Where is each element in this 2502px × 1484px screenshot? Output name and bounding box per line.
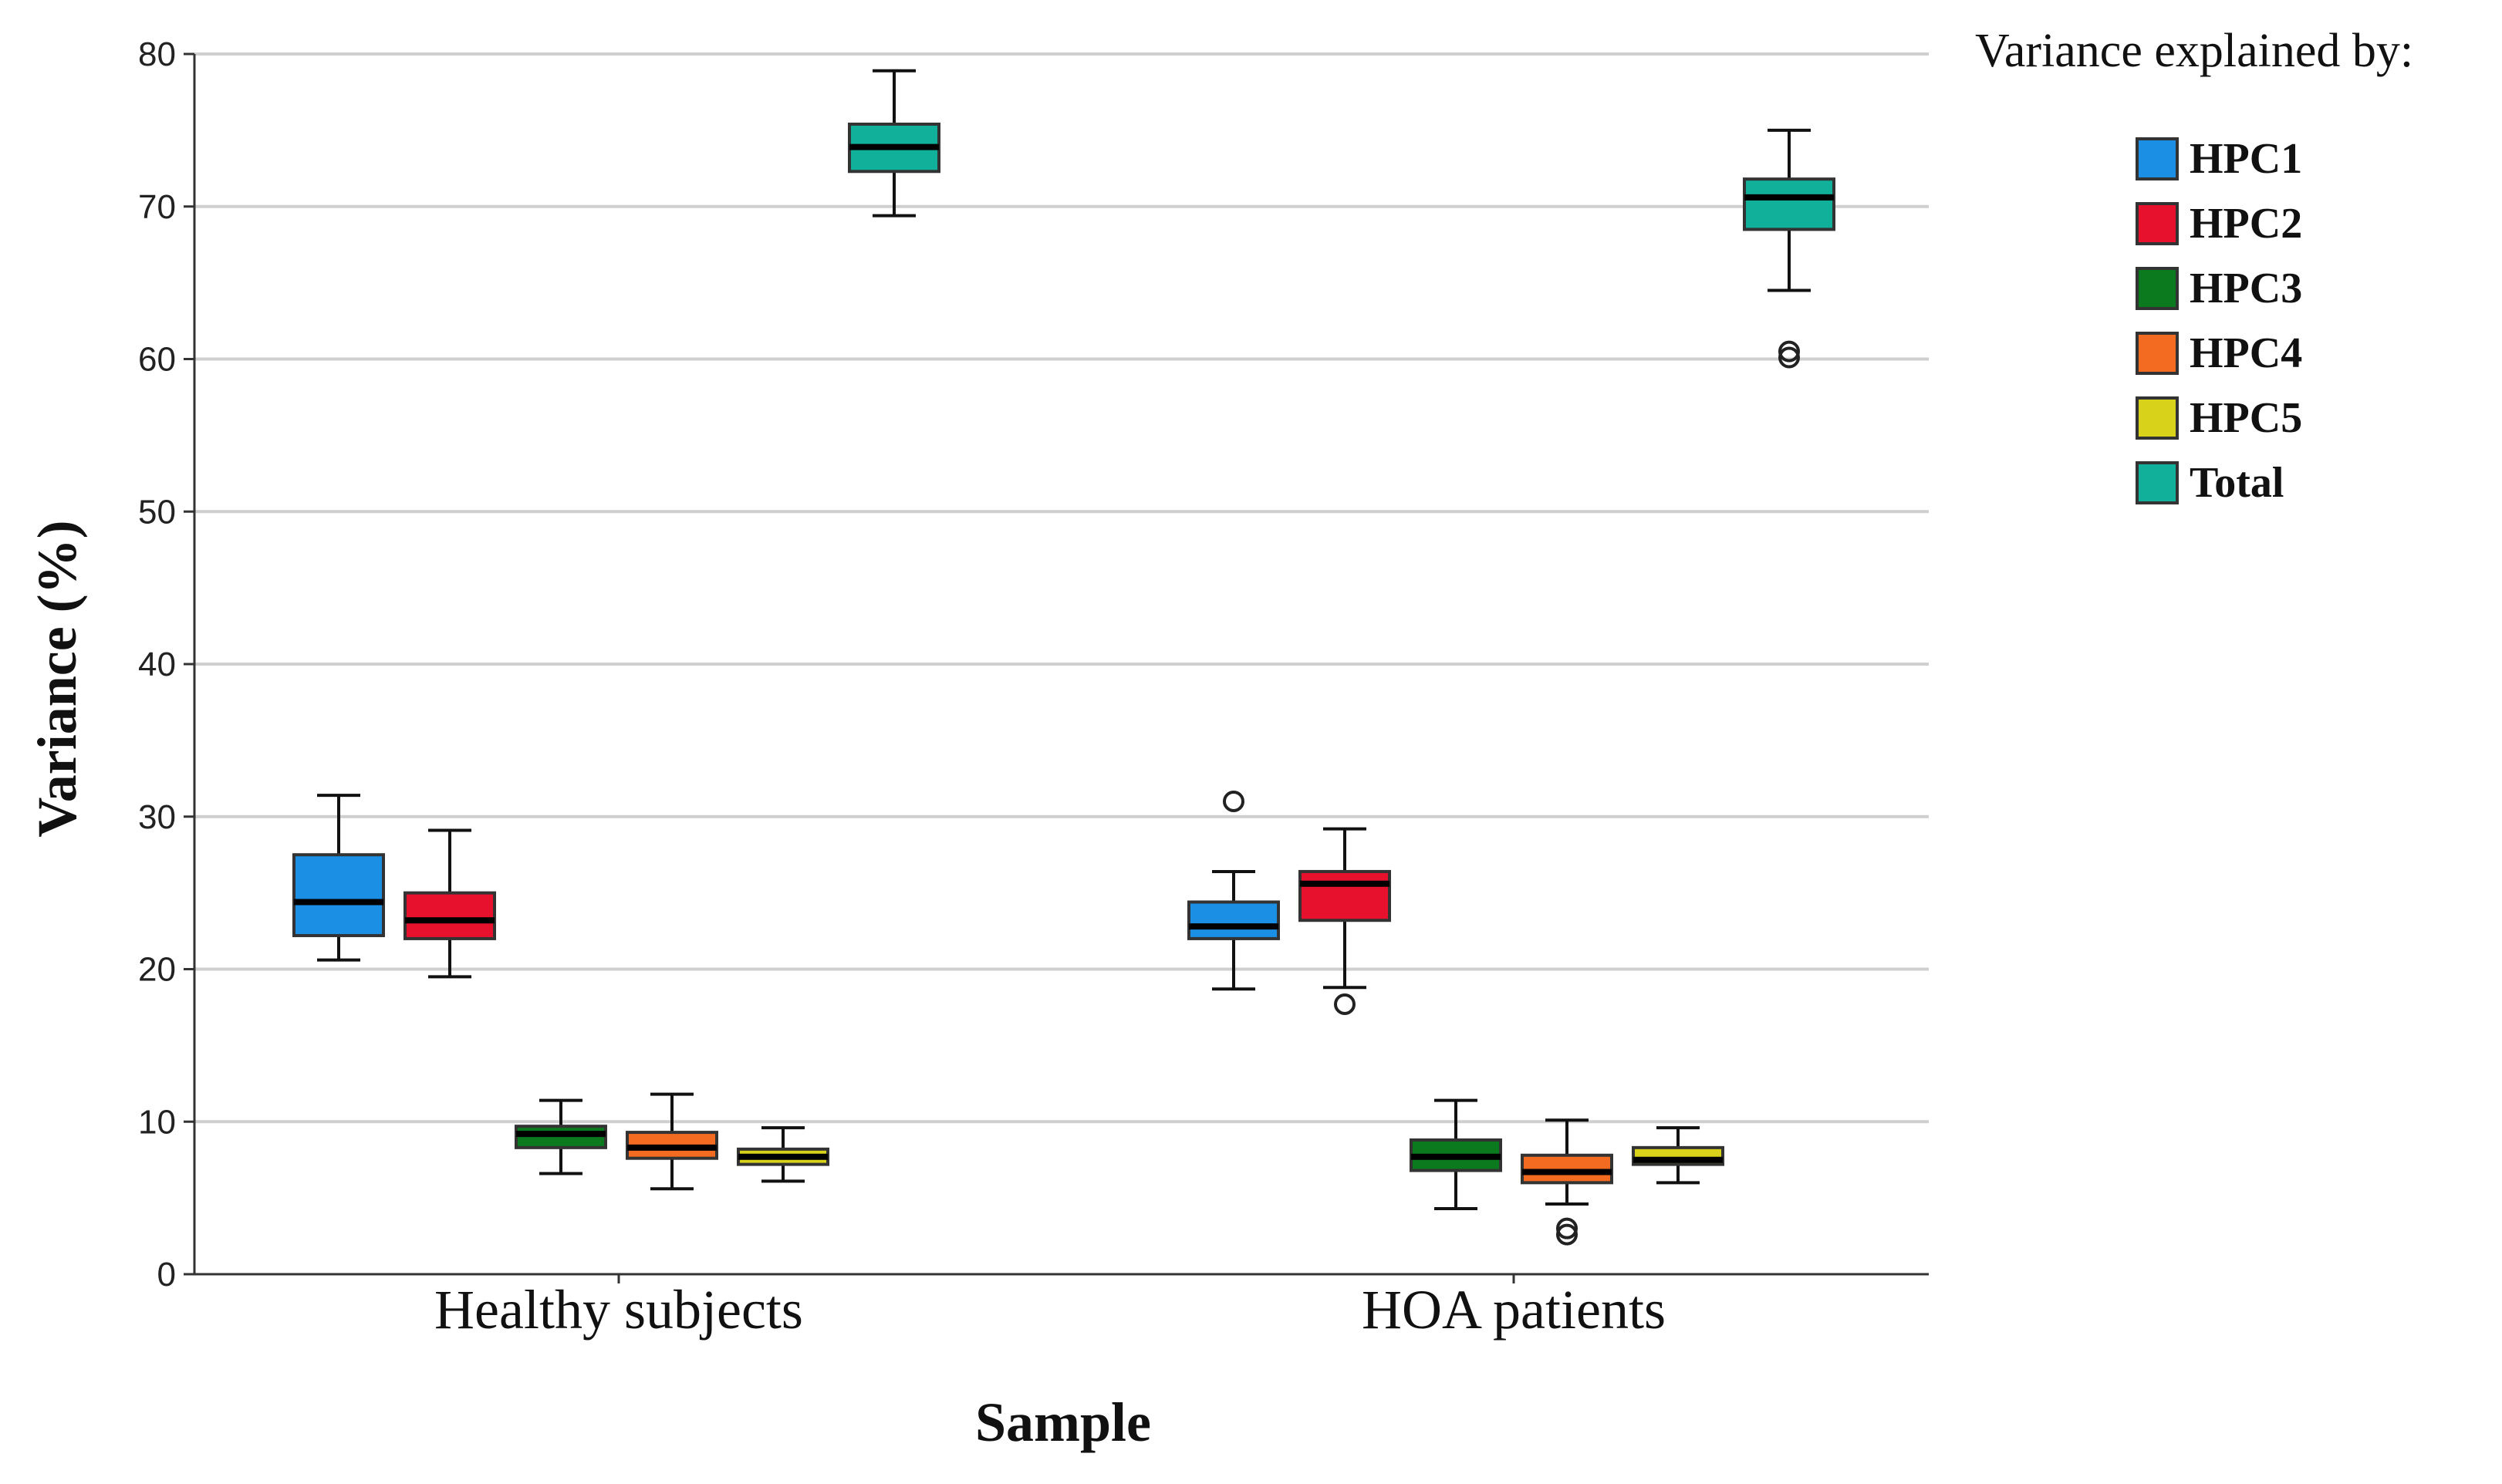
x-category-label: HOA patients (1362, 1279, 1666, 1341)
outlier-point (1556, 1223, 1578, 1246)
box-hpc4-0 (626, 1092, 718, 1191)
box-hpc2-0 (403, 828, 496, 979)
legend-swatch (2136, 396, 2179, 440)
legend-title: Variance explained by: (1975, 25, 2413, 77)
legend-label: HPC3 (2190, 265, 2302, 312)
legend-item-total: Total (2136, 459, 2284, 507)
outlier-point (1334, 993, 1356, 1015)
box-hpc3-1 (1410, 1098, 1502, 1210)
box-hpc3-0 (515, 1098, 607, 1175)
outlier-point (1556, 1217, 1578, 1239)
legend-item-hpc5: HPC5 (2136, 394, 2302, 442)
legend-swatch (2136, 202, 2179, 245)
box-total-0 (848, 69, 940, 218)
box-hpc5-1 (1632, 1126, 1724, 1185)
y-axis-title: Variance (%) (26, 520, 88, 837)
grid-layer (194, 52, 1929, 1124)
legend: HPC1 HPC2 HPC3 HPC4 HPC5 Total (2136, 135, 2302, 507)
box-body (1743, 177, 1835, 231)
legend-swatch (2136, 461, 2179, 504)
legend-swatch (2136, 137, 2179, 180)
y-tick-label-80: 80 (138, 35, 176, 73)
x-category-label: Healthy subjects (434, 1279, 803, 1341)
outlier-point (1778, 346, 1800, 369)
box-body (292, 853, 385, 937)
legend-item-hpc4: HPC4 (2136, 329, 2302, 377)
box-body (1187, 900, 1280, 940)
legend-label: HPC2 (2190, 200, 2302, 248)
legend-swatch (2136, 267, 2179, 310)
box-layer (292, 69, 1835, 1246)
axis-layer: 0 10 20 30 40 50 60 70 80 (138, 35, 1929, 1293)
legend-label: HPC5 (2190, 394, 2302, 442)
legend-label: Total (2190, 459, 2284, 507)
box-hpc2-1 (1298, 827, 1391, 1015)
box-hpc1-0 (292, 794, 385, 962)
box-body (403, 891, 496, 940)
y-tick-label-10: 10 (138, 1103, 176, 1141)
box-hpc5-0 (737, 1126, 829, 1183)
legend-label: HPC1 (2190, 135, 2302, 183)
label-layer: Variance (%) Sample Variance explained b… (26, 25, 2413, 1453)
y-tick-label-30: 30 (138, 798, 176, 836)
legend-swatch (2136, 332, 2179, 375)
y-tick-label-60: 60 (138, 341, 176, 379)
box-total-1 (1743, 128, 1835, 369)
legend-item-hpc1: HPC1 (2136, 135, 2302, 183)
box-hpc4-1 (1521, 1118, 1613, 1246)
y-tick-label-70: 70 (138, 188, 176, 226)
box-hpc1-1 (1187, 790, 1280, 991)
outlier-point (1223, 790, 1244, 812)
x-axis-title: Sample (975, 1391, 1151, 1453)
legend-label: HPC4 (2190, 329, 2302, 377)
box-body (1298, 869, 1391, 922)
outlier-point (1778, 340, 1800, 363)
y-tick-label-50: 50 (138, 493, 176, 531)
y-tick-label-0: 0 (157, 1256, 176, 1293)
y-tick-label-20: 20 (138, 951, 176, 989)
legend-item-hpc3: HPC3 (2136, 265, 2302, 312)
y-tick-label-40: 40 (138, 646, 176, 683)
legend-item-hpc2: HPC2 (2136, 200, 2302, 248)
